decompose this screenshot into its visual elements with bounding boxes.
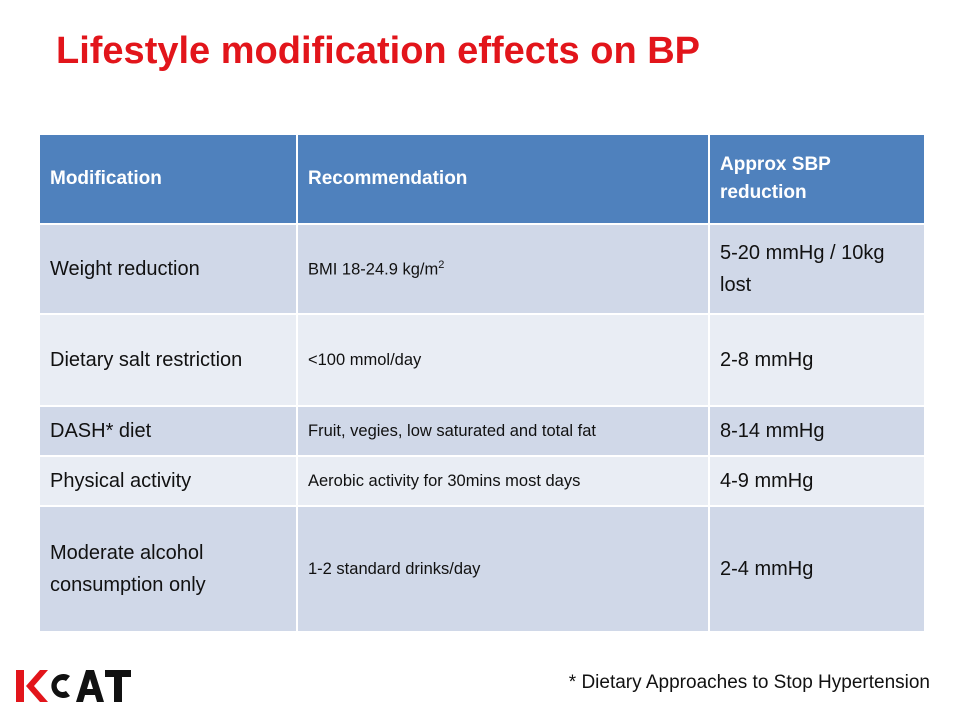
footnote: * Dietary Approaches to Stop Hypertensio… xyxy=(568,672,930,693)
cell-recommendation: <100 mmol/day xyxy=(296,313,710,407)
page-title: Lifestyle modification effects on BP xyxy=(56,30,700,72)
cell-recommendation: Fruit, vegies, low saturated and total f… xyxy=(296,405,710,457)
table-header-row: Modification Recommendation Approx SBP r… xyxy=(38,133,926,225)
superscript: 2 xyxy=(438,258,445,271)
table-row: Moderate alcohol consumption only 1-2 st… xyxy=(38,505,926,633)
cell-modification: DASH* diet xyxy=(38,405,298,457)
column-header-modification: Modification xyxy=(38,133,298,225)
bp-table: Modification Recommendation Approx SBP r… xyxy=(38,133,926,633)
cell-reduction: 5-20 mmHg / 10kg lost xyxy=(708,223,926,315)
recommendation-text: BMI 18-24.9 kg/m xyxy=(308,260,439,279)
cell-modification: Moderate alcohol consumption only xyxy=(38,505,298,633)
cell-modification: Weight reduction xyxy=(38,223,298,315)
cell-recommendation: Aerobic activity for 30mins most days xyxy=(296,455,710,507)
cell-recommendation: 1-2 standard drinks/day xyxy=(296,505,710,633)
kcat-logo-icon xyxy=(16,670,131,702)
column-header-reduction: Approx SBP reduction xyxy=(708,133,926,225)
cell-recommendation: BMI 18-24.9 kg/m2 xyxy=(296,223,710,315)
table-row: Physical activity Aerobic activity for 3… xyxy=(38,455,926,507)
cell-modification: Dietary salt restriction xyxy=(38,313,298,407)
table-row: Weight reduction BMI 18-24.9 kg/m2 5-20 … xyxy=(38,223,926,315)
column-header-recommendation: Recommendation xyxy=(296,133,710,225)
cell-reduction: 2-8 mmHg xyxy=(708,313,926,407)
cell-modification: Physical activity xyxy=(38,455,298,507)
table-row: Dietary salt restriction <100 mmol/day 2… xyxy=(38,313,926,407)
cell-reduction: 2-4 mmHg xyxy=(708,505,926,633)
cell-reduction: 8-14 mmHg xyxy=(708,405,926,457)
cell-reduction: 4-9 mmHg xyxy=(708,455,926,507)
table-row: DASH* diet Fruit, vegies, low saturated … xyxy=(38,405,926,457)
